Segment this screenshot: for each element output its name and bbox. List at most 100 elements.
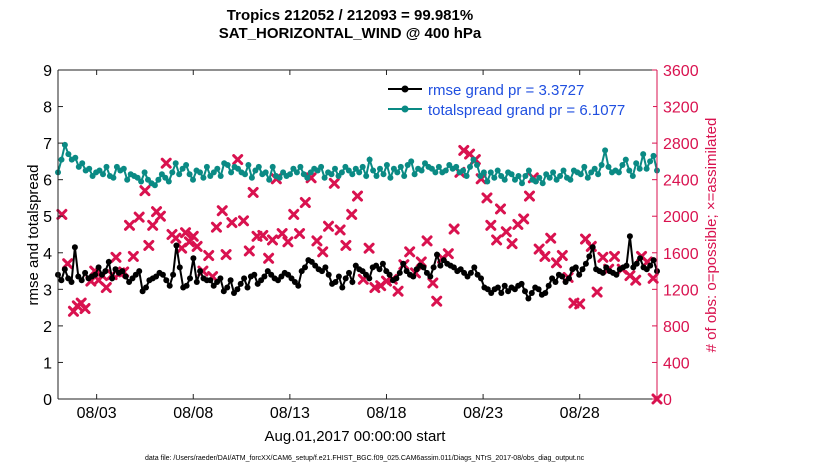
totalspread-point	[124, 176, 131, 183]
totalspread-point	[383, 162, 390, 168]
obs-marker-cross	[340, 239, 352, 251]
obs-marker-cross	[133, 211, 145, 223]
rmse-point	[545, 282, 552, 289]
obs-marker	[257, 229, 269, 241]
totalspread-point	[470, 156, 477, 163]
rmse-point	[190, 255, 197, 262]
obs-marker	[56, 208, 68, 220]
totalspread-point	[151, 182, 158, 189]
obs-marker-cross	[431, 295, 443, 307]
obs-marker-cross	[237, 215, 249, 227]
y-tick-label-right: 0	[663, 392, 672, 409]
y-tick-label-right: 800	[663, 319, 690, 336]
rmse-point	[572, 264, 579, 271]
rmse-point	[193, 279, 200, 285]
obs-marker-cross	[442, 248, 454, 260]
obs-marker	[647, 272, 659, 284]
rmse-point	[535, 286, 542, 293]
rmse-point	[427, 273, 434, 280]
obs-marker	[494, 203, 506, 215]
totalspread-point	[328, 171, 335, 178]
obs-marker	[243, 245, 255, 257]
totalspread-point	[550, 169, 557, 176]
obs-marker	[458, 144, 470, 156]
obs-marker-cross	[123, 219, 135, 231]
rmse-point	[525, 295, 532, 302]
obs-marker	[282, 236, 294, 248]
obs-marker	[294, 228, 306, 240]
obs-marker-cross	[545, 232, 557, 244]
obs-marker-cross	[494, 203, 506, 215]
obs-marker-cross	[127, 250, 139, 262]
y-tick-label-right: 3600	[663, 63, 699, 80]
rmse-point	[582, 260, 589, 267]
totalspread-point	[453, 163, 460, 170]
legend-box	[383, 78, 653, 124]
obs-marker-cross	[421, 235, 433, 247]
obs-marker	[591, 286, 603, 298]
legend-spread-marker	[401, 105, 409, 113]
axes-layer: 0 1 2 3 4 5 6 7 8 9 0 400 800 1200 1600 2000 2400 2800 320…	[43, 63, 699, 422]
obs-marker	[523, 190, 535, 202]
obs-marker-cross	[263, 252, 275, 264]
obs-marker-cross	[597, 251, 609, 263]
rmse-point	[82, 269, 89, 276]
x-tick-label: 08/03	[77, 405, 117, 422]
totalspread-point	[318, 163, 325, 170]
totalspread-point	[640, 151, 647, 158]
rmse-point	[234, 286, 241, 293]
legend: rmse grand pr = 3.3727 totalspread grand…	[383, 78, 653, 124]
totalspread-point	[370, 167, 377, 174]
totalspread-point	[491, 174, 498, 181]
rmse-point	[322, 264, 329, 271]
obs-marker	[328, 177, 340, 189]
totalspread-point	[591, 165, 598, 172]
totalspread-point	[359, 163, 366, 170]
rmse-point	[170, 271, 177, 278]
rmse-point	[68, 279, 75, 285]
rmse-point	[579, 266, 586, 273]
y-tick-label-right: 400	[663, 355, 690, 372]
totalspread-point	[615, 169, 622, 176]
totalspread-point	[387, 174, 394, 181]
obs-marker	[100, 282, 112, 294]
totalspread-point	[72, 154, 79, 161]
obs-marker-cross	[481, 192, 493, 204]
obs-marker	[263, 252, 275, 264]
obs-marker	[323, 220, 335, 232]
rmse-point	[400, 260, 407, 267]
obs-marker-cross	[247, 186, 259, 198]
rmse-point	[542, 290, 549, 296]
obs-marker	[187, 230, 199, 242]
totalspread-point	[103, 163, 110, 170]
rmse-point	[467, 269, 474, 276]
y-axis-label: rmse and totalspread	[25, 165, 42, 306]
chart-title: Tropics 212052 / 212093 = 99.981%	[227, 7, 473, 24]
totalspread-point	[584, 174, 591, 181]
rmse-point	[478, 275, 484, 282]
obs-marker	[247, 186, 259, 198]
rmse-point	[599, 269, 606, 276]
totalspread-point	[65, 151, 72, 158]
obs-marker-cross	[448, 223, 460, 235]
obs-marker-cross	[266, 234, 278, 246]
obs-marker-cross	[458, 144, 470, 156]
totalspread-point	[643, 165, 650, 172]
rmse-point	[78, 277, 85, 284]
obs-marker-cross	[257, 229, 269, 241]
totalspread-point	[248, 174, 255, 181]
obs-marker	[266, 234, 278, 246]
totalspread-point	[266, 176, 273, 183]
obs-marker	[442, 248, 454, 260]
rmse-point	[122, 273, 129, 280]
obs-marker-cross	[288, 208, 300, 220]
totalspread-point	[332, 165, 338, 172]
totalspread-point	[629, 173, 636, 179]
obs-marker-cross	[226, 217, 238, 229]
totalspread-point	[581, 163, 588, 170]
obs-marker	[79, 303, 91, 315]
obs-marker	[180, 227, 192, 239]
obs-marker-cross	[220, 249, 232, 261]
rmse-point	[244, 284, 251, 291]
totalspread-point	[172, 160, 179, 167]
